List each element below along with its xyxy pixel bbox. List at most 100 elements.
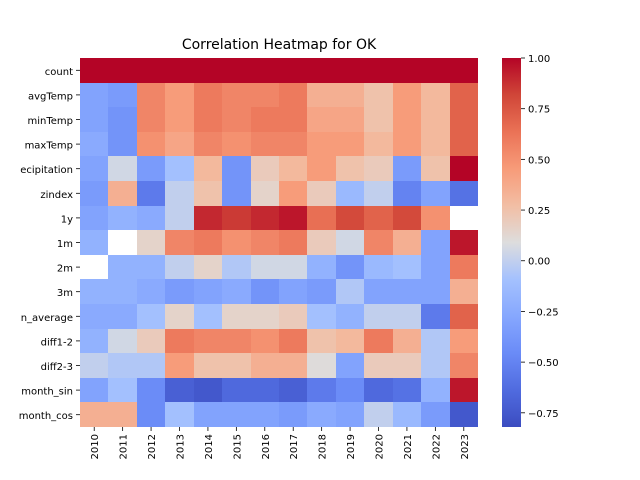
heatmap-cell: [108, 206, 137, 230]
heatmap-cell: [80, 402, 108, 427]
heatmap-cell: [450, 329, 478, 353]
heatmap-cell: [364, 230, 393, 255]
heatmap-cell: [336, 206, 364, 230]
heatmap-cell: [393, 329, 421, 353]
heatmap-cell: [307, 156, 336, 181]
heatmap-cells: [80, 58, 478, 427]
heatmap-cell: [222, 156, 251, 181]
x-tick-label: 2017: [289, 434, 300, 459]
heatmap-cell: [279, 181, 307, 206]
heatmap-cell: [307, 230, 336, 255]
heatmap-cell: [137, 304, 165, 329]
heatmap-cell: [137, 255, 165, 279]
heatmap-cell: [364, 132, 393, 156]
heatmap-cell: [165, 255, 194, 279]
y-tick-label: diff1-2: [41, 337, 73, 348]
heatmap-cell: [393, 132, 421, 156]
heatmap-cell: [393, 107, 421, 132]
heatmap-cell: [421, 206, 450, 230]
heatmap-cell: [222, 83, 251, 107]
heatmap-cell: [108, 107, 137, 132]
heatmap-cell: [279, 255, 307, 279]
y-tick-label: month_cos: [19, 411, 73, 422]
colorbar-tick-label: 1.00: [528, 54, 550, 65]
heatmap-cell: [279, 58, 307, 83]
heatmap-cell: [307, 107, 336, 132]
heatmap-cell: [336, 107, 364, 132]
heatmap-cell: [421, 378, 450, 402]
heatmap-cell: [137, 107, 165, 132]
heatmap-cell: [194, 255, 222, 279]
y-tick-label: zindex: [40, 190, 73, 201]
heatmap-cell: [165, 156, 194, 181]
colorbar-tick-label: 0.25: [528, 206, 550, 217]
heatmap-cell: [421, 181, 450, 206]
heatmap-cell: [307, 353, 336, 378]
heatmap-cell: [336, 402, 364, 427]
heatmap-cell: [80, 329, 108, 353]
heatmap-cell: [165, 279, 194, 304]
heatmap-cell: [108, 304, 137, 329]
heatmap-cell: [450, 304, 478, 329]
heatmap-cell: [336, 255, 364, 279]
heatmap-cell: [194, 83, 222, 107]
heatmap-cell: [165, 329, 194, 353]
heatmap-cell: [137, 279, 165, 304]
heatmap-cell: [165, 83, 194, 107]
heatmap-cell: [393, 304, 421, 329]
heatmap-cell: [251, 329, 279, 353]
heatmap-cell: [251, 353, 279, 378]
heatmap-cell: [165, 58, 194, 83]
y-tick-label: 2m: [57, 264, 73, 275]
heatmap-cell: [421, 329, 450, 353]
heatmap-cell: [137, 58, 165, 83]
heatmap-cell: [421, 402, 450, 427]
heatmap-cell: [393, 279, 421, 304]
y-axis: count avgTemp minTemp maxTemp ecipitation zin…: [19, 67, 80, 422]
heatmap-cell: [194, 353, 222, 378]
heatmap-cell: [165, 206, 194, 230]
heatmap-cell: [393, 156, 421, 181]
heatmap-cell: [450, 255, 478, 279]
heatmap-cell: [165, 107, 194, 132]
heatmap-cell: [364, 107, 393, 132]
heatmap-cell: [222, 132, 251, 156]
heatmap-cell: [108, 156, 137, 181]
heatmap-cell: [194, 279, 222, 304]
heatmap-cell: [80, 58, 108, 83]
y-tick-label: minTemp: [27, 116, 73, 127]
heatmap-cell: [251, 279, 279, 304]
heatmap-cell: [80, 230, 108, 255]
y-tick-label: ecipitation: [20, 165, 73, 176]
y-tick-label: diff2-3: [41, 362, 73, 373]
y-tick-label: 1m: [57, 239, 73, 250]
heatmap-cell: [108, 353, 137, 378]
heatmap-cell: [450, 206, 478, 230]
heatmap-cell: [251, 156, 279, 181]
heatmap-cell: [393, 58, 421, 83]
heatmap-cell: [364, 279, 393, 304]
heatmap-cell: [336, 329, 364, 353]
heatmap-cell: [364, 83, 393, 107]
heatmap-cell: [80, 279, 108, 304]
heatmap-cell: [194, 132, 222, 156]
heatmap-cell: [421, 255, 450, 279]
heatmap-cell: [80, 206, 108, 230]
heatmap-cell: [165, 304, 194, 329]
heatmap-cell: [108, 255, 137, 279]
heatmap-cell: [251, 304, 279, 329]
x-tick-label: 2016: [261, 434, 272, 459]
heatmap-cell: [336, 378, 364, 402]
heatmap-cell: [421, 304, 450, 329]
heatmap-cell: [336, 230, 364, 255]
heatmap-cell: [307, 58, 336, 83]
heatmap-cell: [108, 181, 137, 206]
heatmap-cell: [222, 206, 251, 230]
heatmap-cell: [251, 255, 279, 279]
heatmap-cell: [108, 402, 137, 427]
heatmap-cell: [393, 402, 421, 427]
heatmap-cell: [222, 58, 251, 83]
heatmap-cell: [336, 58, 364, 83]
heatmap-cell: [194, 304, 222, 329]
